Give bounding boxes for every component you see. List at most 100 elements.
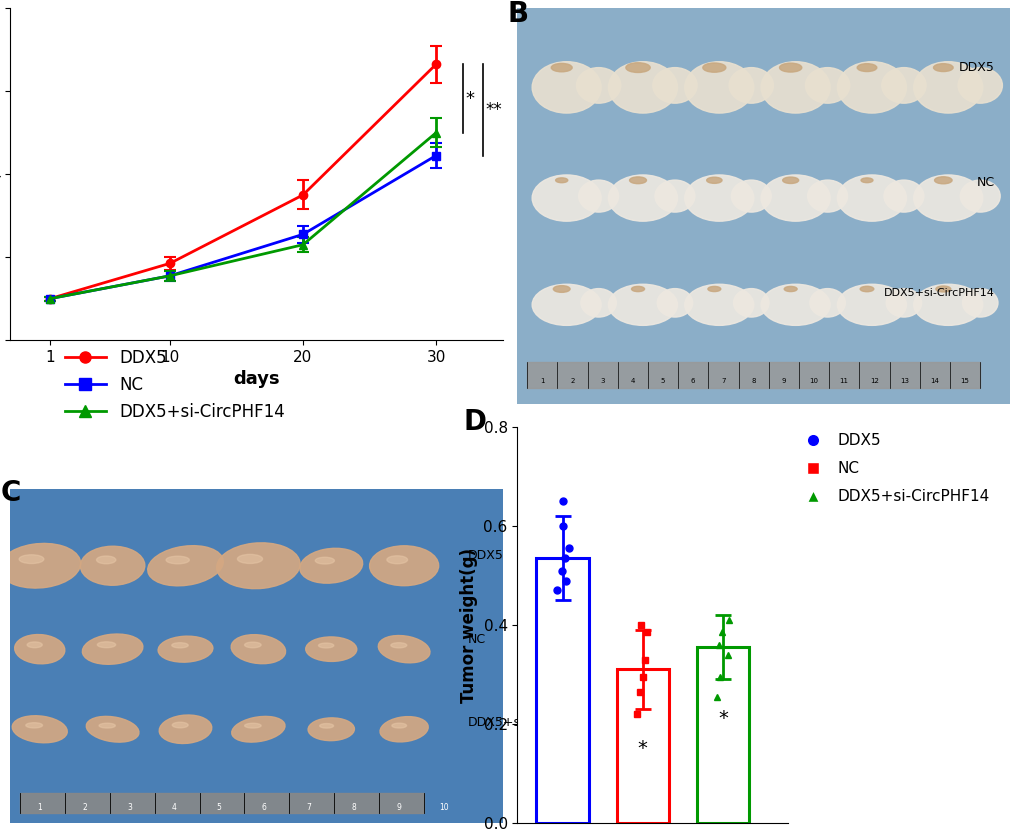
Ellipse shape (306, 637, 357, 661)
Ellipse shape (99, 723, 115, 728)
Text: DDX5: DDX5 (958, 61, 995, 74)
Ellipse shape (552, 286, 570, 293)
Text: *: * (637, 739, 647, 758)
Ellipse shape (390, 642, 407, 648)
Ellipse shape (315, 558, 334, 564)
Ellipse shape (684, 284, 753, 326)
Ellipse shape (856, 64, 876, 71)
Circle shape (807, 180, 847, 212)
Ellipse shape (684, 175, 753, 221)
X-axis label: days: days (233, 371, 279, 388)
Ellipse shape (391, 723, 407, 728)
Ellipse shape (760, 61, 829, 113)
Ellipse shape (837, 175, 906, 221)
Ellipse shape (25, 723, 43, 728)
Circle shape (656, 288, 692, 317)
Ellipse shape (608, 61, 677, 113)
Ellipse shape (784, 287, 796, 292)
Text: **: ** (485, 101, 501, 119)
Ellipse shape (378, 636, 430, 663)
Ellipse shape (913, 175, 981, 221)
Text: 7: 7 (720, 378, 725, 384)
Text: 14: 14 (929, 378, 938, 384)
Ellipse shape (12, 715, 67, 743)
Text: 10: 10 (808, 378, 817, 384)
Ellipse shape (171, 642, 189, 648)
Text: DDX5+si-CircPHF14: DDX5+si-CircPHF14 (883, 288, 995, 298)
Ellipse shape (706, 177, 721, 184)
Legend: DDX5, NC, DDX5+si-CircPHF14: DDX5, NC, DDX5+si-CircPHF14 (58, 342, 291, 428)
Ellipse shape (837, 284, 906, 326)
Ellipse shape (859, 286, 873, 292)
Ellipse shape (300, 548, 363, 583)
Circle shape (729, 67, 772, 103)
Ellipse shape (369, 546, 438, 586)
Text: 6: 6 (261, 803, 266, 812)
Text: 5: 5 (217, 803, 221, 812)
Bar (536, 558, 588, 823)
Ellipse shape (608, 284, 677, 326)
Text: 2: 2 (83, 803, 87, 812)
Text: *: * (465, 90, 474, 107)
Legend: DDX5, NC, DDX5+si-CircPHF14: DDX5, NC, DDX5+si-CircPHF14 (795, 427, 995, 510)
Bar (616, 670, 668, 823)
Ellipse shape (779, 63, 801, 72)
Text: 13: 13 (899, 378, 908, 384)
Text: 11: 11 (839, 378, 848, 384)
Ellipse shape (837, 61, 906, 113)
Ellipse shape (913, 284, 981, 326)
Text: NC: NC (976, 175, 995, 189)
Ellipse shape (237, 554, 262, 563)
Text: 3: 3 (599, 378, 604, 384)
Ellipse shape (87, 716, 139, 742)
Ellipse shape (158, 637, 213, 662)
Ellipse shape (318, 643, 333, 648)
Circle shape (731, 180, 770, 212)
Circle shape (957, 67, 1002, 103)
Ellipse shape (532, 61, 600, 113)
Text: 2: 2 (570, 378, 574, 384)
Circle shape (578, 180, 618, 212)
Ellipse shape (245, 642, 261, 647)
Text: *: * (717, 709, 728, 728)
Text: 1: 1 (539, 378, 544, 384)
Ellipse shape (81, 546, 145, 585)
Circle shape (809, 288, 845, 317)
Ellipse shape (707, 287, 720, 292)
Bar (527, 362, 979, 388)
Circle shape (880, 67, 925, 103)
Ellipse shape (684, 61, 753, 113)
Ellipse shape (319, 724, 333, 728)
Ellipse shape (380, 716, 428, 742)
Text: 12: 12 (869, 378, 877, 384)
Text: 8: 8 (750, 378, 755, 384)
Ellipse shape (608, 175, 677, 221)
Ellipse shape (702, 63, 726, 72)
Ellipse shape (933, 177, 951, 184)
Text: 9: 9 (781, 378, 785, 384)
Bar (20, 793, 424, 813)
Ellipse shape (159, 715, 212, 744)
Y-axis label: Tumor weight(g): Tumor weight(g) (460, 548, 477, 702)
Ellipse shape (631, 287, 644, 292)
Text: NC: NC (468, 632, 486, 646)
Ellipse shape (760, 175, 829, 221)
Circle shape (959, 180, 1000, 212)
Circle shape (733, 288, 768, 317)
Circle shape (652, 67, 696, 103)
Ellipse shape (532, 284, 600, 326)
Text: 4: 4 (630, 378, 634, 384)
Ellipse shape (932, 64, 952, 71)
Text: C: C (0, 479, 20, 507)
Text: 3: 3 (127, 803, 131, 812)
Text: 8: 8 (352, 803, 356, 812)
Text: 9: 9 (395, 803, 400, 812)
Bar (696, 647, 748, 823)
Ellipse shape (555, 178, 568, 183)
Ellipse shape (231, 635, 285, 664)
Text: 15: 15 (960, 378, 968, 384)
Ellipse shape (172, 722, 187, 728)
Ellipse shape (97, 556, 116, 563)
Text: 7: 7 (306, 803, 311, 812)
Ellipse shape (308, 718, 354, 740)
